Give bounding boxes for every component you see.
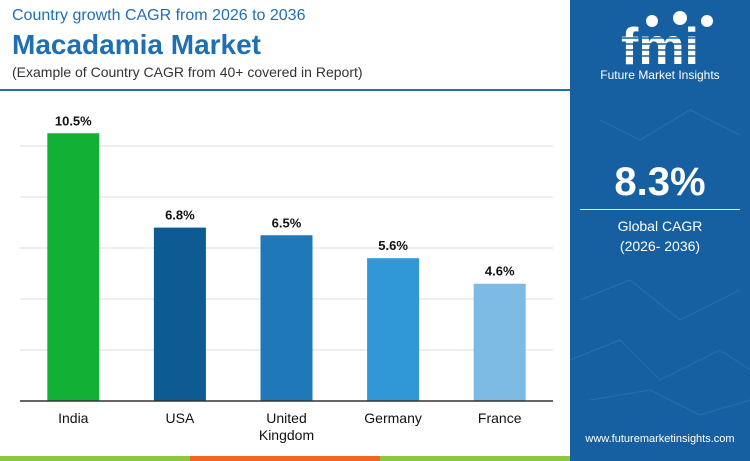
chart-kicker: Country growth CAGR from 2026 to 2036: [12, 7, 306, 24]
bar-value-label: 6.5%: [272, 215, 302, 230]
x-tick-label: United: [266, 410, 306, 426]
website-link[interactable]: www.futuremarketinsights.com: [585, 433, 735, 445]
bar: [367, 258, 420, 401]
x-tick-label: France: [478, 410, 522, 426]
fmi-logo-text: fmi: [621, 18, 699, 76]
bar-value-label: 6.8%: [165, 208, 195, 223]
global-cagr-divider: [580, 209, 740, 210]
x-tick-label: Kingdom: [259, 427, 314, 443]
bar-value-label: 10.5%: [55, 113, 92, 128]
logo-tagline: Future Market Insights: [600, 68, 720, 82]
header-divider: [0, 89, 570, 91]
x-tick-label: India: [58, 410, 89, 426]
global-cagr-value: 8.3%: [614, 160, 706, 204]
fmi-logo: fmi: [598, 11, 722, 76]
bar-value-label: 4.6%: [485, 264, 515, 279]
x-tick-label: USA: [166, 410, 195, 426]
panel-texture: [570, 109, 750, 416]
global-cagr-period: (2026- 2036): [619, 238, 701, 254]
bar-chart: 10.5% India 6.8% USA 6.5% United Kingdom 5.6% Ge…: [0, 95, 570, 455]
header: Country growth CAGR from 2026 to 2036 Ma…: [12, 6, 562, 81]
global-cagr-label: Global CAGR: [617, 218, 703, 234]
footer-stripe-green: [0, 456, 190, 461]
bar: [153, 227, 206, 401]
bar-value-label: 5.6%: [378, 238, 408, 253]
bar: [473, 283, 526, 401]
bar: [47, 133, 100, 401]
x-tick-label: Germany: [364, 410, 422, 426]
footer-stripe-green-2: [380, 456, 570, 461]
side-panel: fmi Future Market Insights 8.3% Global C…: [570, 0, 750, 461]
bar: [260, 235, 313, 401]
footer-stripe-orange: [190, 456, 380, 461]
chart-title: Macadamia Market: [12, 29, 262, 60]
chart-subtitle: (Example of Country CAGR from 40+ covere…: [12, 64, 363, 80]
